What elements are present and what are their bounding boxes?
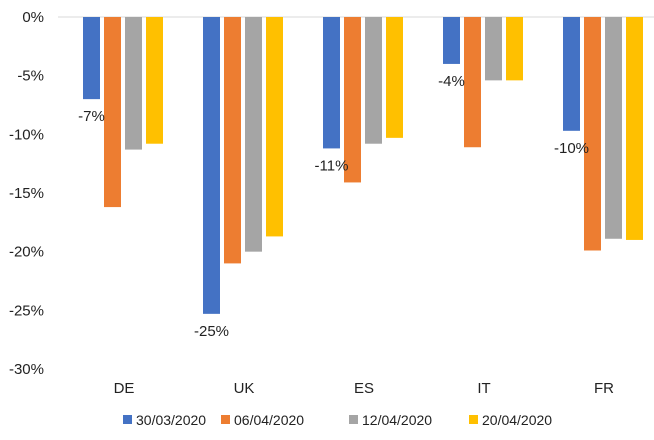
x-tick-label: IT: [477, 380, 490, 397]
bar: [146, 17, 163, 144]
legend-item: 30/03/2020: [123, 412, 206, 428]
data-labels: -7% -25% -11% -4% -10%: [78, 73, 589, 340]
bar: [125, 17, 142, 150]
bar: [605, 17, 622, 239]
legend-item: 06/04/2020: [221, 412, 304, 428]
y-tick-label: -15%: [9, 185, 44, 202]
data-label: -4%: [438, 73, 465, 90]
bar: [224, 17, 241, 264]
bars: [83, 17, 643, 314]
bar: [443, 17, 460, 64]
y-tick-label: -10%: [9, 126, 44, 143]
bar: [104, 17, 121, 208]
x-tick-label: FR: [594, 380, 614, 397]
data-label: -11%: [315, 157, 349, 174]
legend-swatch: [349, 415, 358, 424]
data-label: -10%: [554, 140, 589, 157]
bar: [344, 17, 361, 183]
bar: [485, 17, 502, 81]
bar: [83, 17, 100, 100]
legend-swatch: [469, 415, 478, 424]
y-tick-label: -30%: [9, 361, 44, 378]
legend-label: 30/03/2020: [136, 412, 206, 428]
bar: [245, 17, 262, 252]
y-axis: 0% -5% -10% -15% -20% -25% -30%: [9, 9, 44, 378]
legend-item: 12/04/2020: [349, 412, 432, 428]
bar: [626, 17, 643, 240]
legend: 30/03/2020 06/04/2020 12/04/2020 20/04/2020: [123, 412, 552, 428]
y-tick-label: -20%: [9, 244, 44, 261]
x-tick-label: ES: [354, 380, 374, 397]
bar: [323, 17, 340, 149]
bar: [563, 17, 580, 131]
bar: [506, 17, 523, 81]
legend-swatch: [123, 415, 132, 424]
legend-label: 12/04/2020: [362, 412, 432, 428]
y-tick-label: 0%: [22, 9, 44, 26]
bar: [386, 17, 403, 138]
legend-label: 20/04/2020: [482, 412, 552, 428]
y-tick-label: -5%: [17, 68, 44, 85]
x-tick-label: DE: [114, 380, 135, 397]
y-tick-label: -25%: [9, 302, 44, 319]
legend-item: 20/04/2020: [469, 412, 552, 428]
bar: [203, 17, 220, 314]
data-label: -7%: [78, 108, 105, 125]
data-label: -25%: [194, 323, 229, 340]
x-axis: DE UK ES IT FR: [114, 380, 615, 397]
bar: [266, 17, 283, 237]
bar: [464, 17, 481, 148]
bar: [584, 17, 601, 251]
bar: [365, 17, 382, 144]
legend-label: 06/04/2020: [234, 412, 304, 428]
legend-swatch: [221, 415, 230, 424]
x-tick-label: UK: [234, 380, 255, 397]
